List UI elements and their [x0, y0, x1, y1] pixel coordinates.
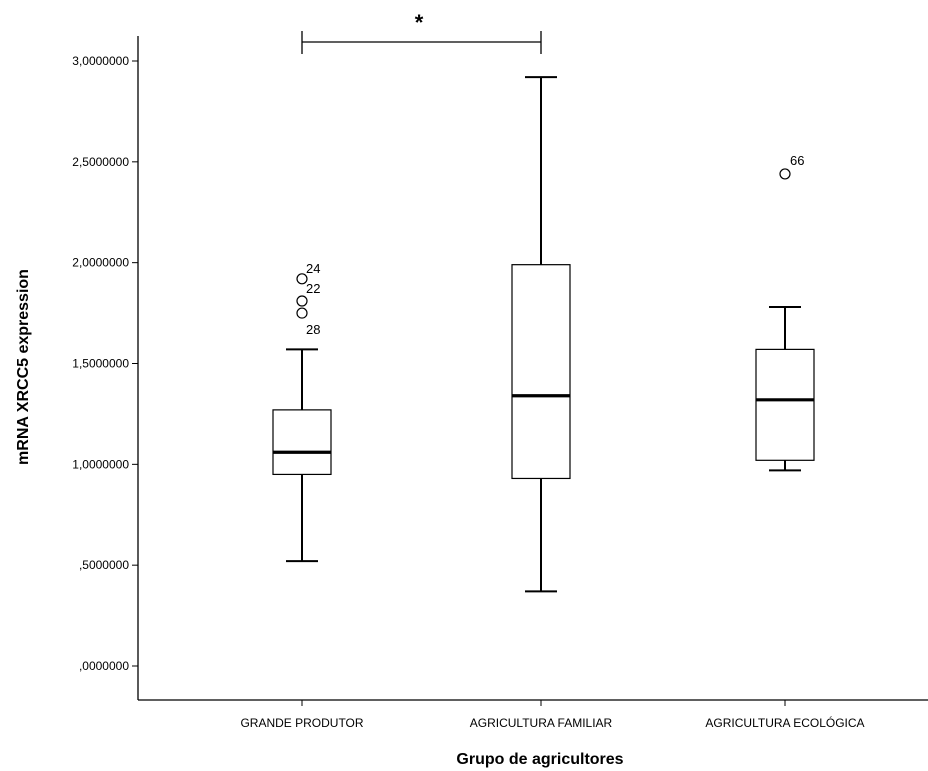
x-tick-label: AGRICULTURA ECOLÓGICA: [705, 715, 864, 730]
outlier-label: 66: [790, 153, 804, 168]
y-tick-label: ,0000000: [79, 659, 129, 673]
y-axis-title: mRNA XRCC5 expression: [15, 269, 32, 465]
y-tick-label: 2,0000000: [72, 256, 129, 270]
y-tick-label: 1,5000000: [72, 357, 129, 371]
y-tick-label: 3,0000000: [72, 54, 129, 68]
box-series: 24 22 28 66: [272, 76, 815, 593]
outlier-label: 28: [306, 322, 320, 337]
x-axis: GRANDE PRODUTOR AGRICULTURA FAMILIAR AGRIC…: [138, 699, 928, 730]
box-group: 66: [755, 153, 815, 472]
outlier-point: [296, 295, 308, 307]
box-iqr: [511, 264, 571, 480]
x-tick-label: GRANDE PRODUTOR: [240, 716, 363, 730]
outlier-point: [296, 307, 308, 319]
significance-annotations: *: [301, 10, 542, 54]
significance-star: *: [415, 10, 424, 35]
y-tick-label: 2,5000000: [72, 155, 129, 169]
outlier-label: 22: [306, 281, 320, 296]
outlier-label: 24: [306, 261, 320, 276]
x-axis-title: Grupo de agricultores: [456, 751, 623, 768]
box-iqr: [755, 348, 815, 461]
y-tick-label: 1,0000000: [72, 457, 129, 471]
outlier-point: [296, 273, 308, 285]
y-tick-label: ,5000000: [79, 558, 129, 572]
outlier-point: [779, 168, 791, 180]
box-iqr: [272, 409, 332, 476]
box-group: 24 22 28: [272, 261, 332, 563]
box-group: [511, 76, 571, 593]
y-axis: ,0000000 ,5000000 1,0000000 1,5000000 2,0000…: [72, 36, 139, 700]
x-tick-label: AGRICULTURA FAMILIAR: [470, 716, 613, 730]
